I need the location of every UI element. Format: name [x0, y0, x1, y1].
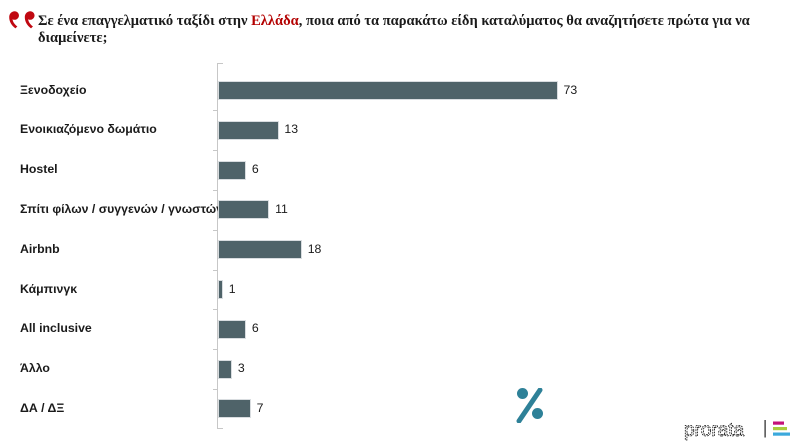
svg-text:prorata: prorata: [684, 420, 745, 441]
